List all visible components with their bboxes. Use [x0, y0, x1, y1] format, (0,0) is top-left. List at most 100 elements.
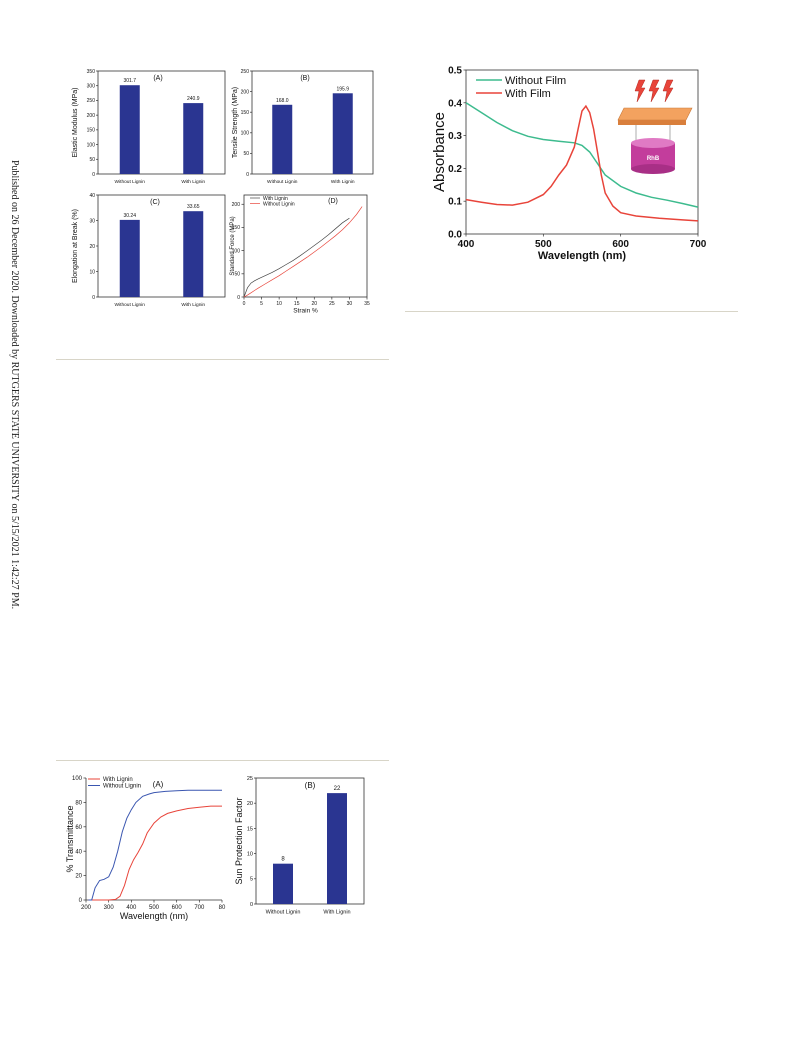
y-tick-label: 20	[247, 801, 253, 807]
bar	[332, 93, 353, 174]
y-tick-label: 0.0	[448, 230, 462, 241]
x-tick-label: 80	[219, 905, 226, 911]
film-plate-icon	[617, 107, 693, 125]
bar-value-label: 30.24	[123, 213, 136, 219]
category-label: Without Lignin	[266, 910, 301, 916]
sun-protection-factor-chart: 0 5 10 15 20 25 8 Without Lignin 22 With Lignin Su…	[234, 776, 365, 916]
bar	[272, 104, 293, 174]
y-tick-label: 30	[89, 218, 95, 224]
y-tick-label: 20	[89, 244, 95, 250]
x-tick-label: 400	[458, 239, 475, 250]
y-tick-label: 0	[79, 898, 83, 904]
stress-strain-chart: 0 5 10 15 20 25 30 35 0 50 100 150 200 With LigninWit…	[230, 194, 370, 315]
y-tick-label: 350	[87, 69, 96, 75]
x-tick-label: 5	[260, 301, 263, 307]
legend-label: Without Film	[505, 75, 566, 87]
y-tick-label: 0	[92, 295, 95, 301]
y-tick-label: 0.4	[448, 98, 462, 109]
y-tick-label: 50	[243, 151, 249, 157]
y-tick-label: 100	[241, 131, 250, 137]
x-tick-label: 600	[612, 239, 629, 250]
y-tick-label: 300	[87, 83, 96, 89]
series-line	[88, 789, 222, 901]
x-tick-label: 200	[81, 905, 92, 911]
elastic-modulus-chart: 0 50 100 150 200 250 300 350 301.7 Without Lignin…	[72, 69, 226, 185]
bar	[183, 211, 204, 297]
bar	[119, 85, 140, 174]
x-axis-label: Strain %	[293, 308, 318, 315]
series-line	[465, 102, 699, 208]
plot-frame	[465, 69, 699, 235]
y-tick-label: 100	[232, 248, 241, 254]
y-tick-label: 10	[247, 852, 253, 858]
figure-divider-bottom-left	[56, 760, 389, 761]
tensile-strength-chart: 0 50 100 150 200 250 168.0 Without Lignin 195.9 W…	[232, 69, 374, 185]
x-tick-label: 700	[194, 905, 205, 911]
y-tick-label: 0.5	[448, 66, 462, 77]
y-axis-label: % Transmittance	[65, 805, 75, 872]
category-label: Without Lignin	[267, 179, 298, 185]
series-line	[88, 805, 222, 901]
y-axis-label: Elastic Modulus (MPa)	[72, 87, 79, 157]
series-line	[243, 206, 363, 298]
panel-label: (C)	[150, 199, 160, 206]
category-label: With Lignin	[181, 302, 205, 308]
y-tick-label: 0	[237, 295, 240, 301]
legend-label: Without Lignin	[103, 784, 141, 790]
y-tick-label: 200	[232, 202, 241, 208]
x-tick-label: 500	[149, 905, 160, 911]
bar-value-label: 240.9	[187, 96, 200, 102]
category-label: Without Lignin	[115, 179, 146, 185]
x-axis-label: Wavelength (nm)	[538, 250, 627, 262]
x-tick-label: 25	[329, 301, 335, 307]
bar	[327, 793, 347, 904]
y-tick-label: 50	[234, 272, 240, 278]
y-tick-label: 5	[250, 877, 253, 883]
legend-label: With Film	[505, 88, 551, 100]
x-tick-label: 30	[347, 301, 353, 307]
y-tick-label: 10	[89, 269, 95, 275]
y-tick-label: 20	[75, 874, 82, 880]
y-tick-label: 100	[87, 142, 96, 148]
bar-value-label: 168.0	[276, 98, 289, 104]
bar-value-label: 8	[281, 857, 285, 863]
bar-value-label: 22	[334, 786, 341, 792]
y-tick-label: 150	[87, 128, 96, 134]
y-tick-label: 60	[75, 825, 82, 831]
photocatalysis-inset: RhB	[617, 79, 693, 174]
y-tick-label: 25	[247, 776, 253, 782]
y-axis-label: Elongation at Break (%)	[72, 209, 79, 283]
bar-value-label: 33.65	[187, 204, 200, 210]
y-axis-label: Tensile Strength (MPa)	[232, 87, 239, 158]
x-tick-label: 0	[243, 301, 246, 307]
category-label: With Lignin	[181, 179, 205, 185]
elongation-chart: 0 10 20 30 40 30.24 Without Lignin 33.65 With Li…	[72, 193, 226, 308]
series-line	[243, 217, 350, 298]
y-tick-label: 80	[75, 801, 82, 807]
y-tick-label: 0	[250, 902, 253, 908]
panel-label: (A)	[153, 75, 162, 82]
lightning-bolt-icon	[634, 79, 646, 103]
x-tick-label: 35	[364, 301, 370, 307]
y-tick-label: 150	[232, 225, 241, 231]
legend-label: Without Lignin	[263, 201, 295, 207]
plot-frame	[97, 194, 226, 298]
plot-frame	[255, 777, 365, 905]
y-tick-label: 0	[246, 172, 249, 178]
inset-label: RhB	[647, 156, 660, 162]
series-line	[465, 104, 699, 222]
y-tick-label: 0.1	[448, 197, 462, 208]
x-tick-label: 600	[172, 905, 183, 911]
figure-divider-top-left	[56, 359, 389, 360]
y-axis-label: Standard Force (MPa)	[230, 216, 236, 275]
legend-label: With Lignin	[263, 196, 288, 202]
x-tick-label: 500	[535, 239, 552, 250]
y-tick-label: 200	[241, 89, 250, 95]
y-tick-label: 50	[89, 157, 95, 163]
category-label: With Lignin	[331, 179, 355, 185]
y-tick-label: 250	[87, 98, 96, 104]
figure-divider-top-right	[405, 311, 738, 312]
panel-label: (B)	[300, 75, 309, 82]
y-tick-label: 150	[241, 110, 250, 116]
